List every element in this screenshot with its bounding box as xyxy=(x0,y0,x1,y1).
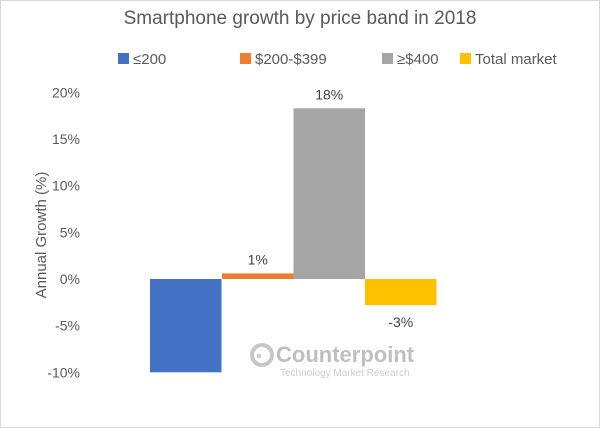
y-tick-label: 15% xyxy=(52,131,80,147)
data-label: 1% xyxy=(248,251,268,267)
legend-swatch xyxy=(382,53,393,64)
legend-label: $200-$399 xyxy=(255,51,327,68)
bar-3 xyxy=(365,279,437,306)
legend-swatch xyxy=(118,53,129,64)
y-tick-label: 20% xyxy=(52,84,80,100)
data-label: 18% xyxy=(315,86,343,102)
counterpoint-watermark: Counterpoint Technology Market Research xyxy=(250,342,415,379)
y-axis-label: Annual Growth (%) xyxy=(33,172,50,299)
legend-label: ≥$400 xyxy=(397,51,439,68)
data-label: -3% xyxy=(388,314,413,330)
legend: ≤200 $200-$399 ≥$400 Total market xyxy=(118,51,558,68)
y-tick-label: 10% xyxy=(52,178,80,194)
legend-item: Total market xyxy=(460,51,558,68)
y-tick-label: -10% xyxy=(47,364,80,380)
y-axis: 20% 15% 10% 5% 0% -5% -10% xyxy=(47,84,80,380)
legend-item: $200-$399 xyxy=(240,51,327,68)
bar-1 xyxy=(222,273,294,279)
chart-title: Smartphone growth by price band in 2018 xyxy=(124,8,477,29)
legend-label: Total market xyxy=(475,51,558,68)
bar-0 xyxy=(150,279,222,373)
legend-label: ≤200 xyxy=(133,51,166,68)
watermark-brand: Counterpoint xyxy=(276,342,415,367)
counterpoint-logo-icon xyxy=(250,343,274,367)
bars: 1% 18% -3% xyxy=(150,86,437,373)
y-tick-label: -5% xyxy=(55,318,80,334)
y-tick-label: 0% xyxy=(60,271,80,287)
bar-2 xyxy=(293,108,365,279)
legend-swatch xyxy=(240,53,251,64)
legend-item: ≥$400 xyxy=(382,51,439,68)
watermark-tagline: Technology Market Research xyxy=(280,368,410,379)
legend-item: ≤200 xyxy=(118,51,166,68)
legend-swatch xyxy=(460,53,471,64)
y-tick-label: 5% xyxy=(60,224,80,240)
